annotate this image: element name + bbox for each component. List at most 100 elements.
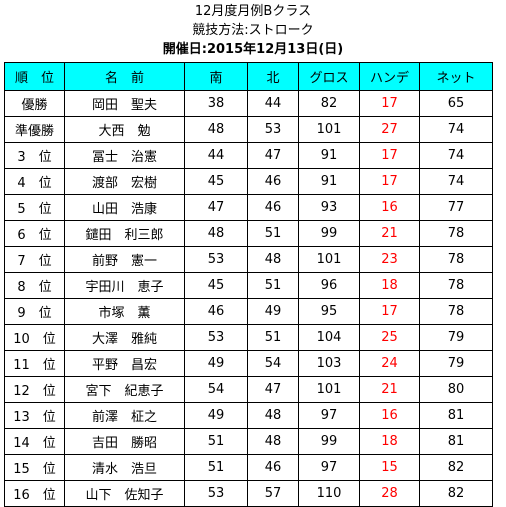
- south-score-cell: 49: [184, 402, 248, 429]
- name-cell: 前野 憲一: [64, 246, 185, 273]
- name-cell: 山下 佐知子: [64, 480, 185, 507]
- net-score-cell: 79: [419, 324, 493, 351]
- table-row: 6 位 鑓田 利三郎 48 51 99 21 78: [4, 220, 493, 247]
- net-score-cell: 78: [419, 246, 493, 273]
- rank-cell: 11 位: [4, 350, 65, 377]
- name-cell: 平野 昌宏: [64, 350, 185, 377]
- table-row: 14 位 吉田 勝昭 51 48 99 18 81: [4, 428, 493, 455]
- rank-cell: 準優勝: [4, 116, 65, 143]
- handicap-cell: 28: [359, 480, 420, 507]
- handicap-cell: 16: [359, 194, 420, 221]
- name-cell: 宇田川 恵子: [64, 272, 185, 299]
- south-score-cell: 46: [184, 298, 248, 325]
- event-date: 開催日:2015年12月13日(日): [162, 42, 344, 57]
- north-score-cell: 57: [247, 480, 299, 507]
- name-cell: 岡田 聖夫: [64, 90, 185, 117]
- net-score-cell: 74: [419, 168, 493, 195]
- south-score-cell: 53: [184, 324, 248, 351]
- handicap-cell: 21: [359, 376, 420, 403]
- handicap-cell: 17: [359, 142, 420, 169]
- gross-score-cell: 91: [298, 142, 360, 169]
- north-score-cell: 47: [247, 142, 299, 169]
- handicap-cell: 16: [359, 402, 420, 429]
- rank-cell: 9 位: [4, 298, 65, 325]
- north-score-cell: 44: [247, 90, 299, 117]
- net-score-cell: 79: [419, 350, 493, 377]
- table-row: 3 位 冨士 治憲 44 47 91 17 74: [4, 142, 493, 169]
- south-score-cell: 53: [184, 246, 248, 273]
- north-score-cell: 49: [247, 298, 299, 325]
- name-cell: 清水 浩旦: [64, 454, 185, 481]
- north-score-cell: 48: [247, 402, 299, 429]
- net-score-cell: 81: [419, 428, 493, 455]
- rank-cell: 15 位: [4, 454, 65, 481]
- north-score-cell: 48: [247, 428, 299, 455]
- north-score-cell: 46: [247, 168, 299, 195]
- column-header-north: 北: [247, 62, 299, 91]
- competition-title: 12月度月例Bクラス: [194, 4, 312, 19]
- gross-score-cell: 103: [298, 350, 360, 377]
- column-header-gross: グロス: [298, 62, 360, 91]
- handicap-cell: 18: [359, 272, 420, 299]
- name-cell: 渡部 宏樹: [64, 168, 185, 195]
- gross-score-cell: 104: [298, 324, 360, 351]
- handicap-cell: 17: [359, 90, 420, 117]
- handicap-cell: 15: [359, 454, 420, 481]
- gross-score-cell: 91: [298, 168, 360, 195]
- south-score-cell: 47: [184, 194, 248, 221]
- south-score-cell: 38: [184, 90, 248, 117]
- rank-cell: 6 位: [4, 220, 65, 247]
- handicap-cell: 21: [359, 220, 420, 247]
- south-score-cell: 48: [184, 220, 248, 247]
- rank-cell: 12 位: [4, 376, 65, 403]
- rank-cell: 4 位: [4, 168, 65, 195]
- column-header-net: ネット: [419, 62, 493, 91]
- rank-cell: 優勝: [4, 90, 65, 117]
- gross-score-cell: 101: [298, 116, 360, 143]
- table-row: 12 位 宮下 紀恵子 54 47 101 21 80: [4, 376, 493, 403]
- table-row: 9 位 市塚 薫 46 49 95 17 78: [4, 298, 493, 325]
- rank-cell: 5 位: [4, 194, 65, 221]
- competition-format: 競技方法:ストローク: [192, 23, 314, 38]
- handicap-cell: 24: [359, 350, 420, 377]
- table-row: 13 位 前澤 柾之 49 48 97 16 81: [4, 402, 493, 429]
- table-header: 順 位 名 前 南 北 グロス ハンデ ネット: [4, 62, 493, 91]
- south-score-cell: 45: [184, 272, 248, 299]
- table-row: 10 位 大澤 雅純 53 51 104 25 79: [4, 324, 493, 351]
- handicap-cell: 23: [359, 246, 420, 273]
- handicap-cell: 17: [359, 168, 420, 195]
- net-score-cell: 65: [419, 90, 493, 117]
- name-cell: 鑓田 利三郎: [64, 220, 185, 247]
- column-header-rank: 順 位: [4, 62, 65, 91]
- column-header-handicap: ハンデ: [359, 62, 420, 91]
- north-score-cell: 53: [247, 116, 299, 143]
- gross-score-cell: 99: [298, 220, 360, 247]
- name-cell: 冨士 治憲: [64, 142, 185, 169]
- south-score-cell: 49: [184, 350, 248, 377]
- south-score-cell: 54: [184, 376, 248, 403]
- net-score-cell: 80: [419, 376, 493, 403]
- rank-cell: 13 位: [4, 402, 65, 429]
- net-score-cell: 78: [419, 298, 493, 325]
- name-cell: 大西 勉: [64, 116, 185, 143]
- north-score-cell: 47: [247, 376, 299, 403]
- gross-score-cell: 99: [298, 428, 360, 455]
- net-score-cell: 74: [419, 116, 493, 143]
- table-row: 5 位 山田 浩康 47 46 93 16 77: [4, 194, 493, 221]
- south-score-cell: 44: [184, 142, 248, 169]
- net-score-cell: 82: [419, 480, 493, 507]
- title-block: 12月度月例Bクラス 競技方法:ストローク 開催日:2015年12月13日(日): [0, 2, 506, 59]
- table-row: 15 位 清水 浩旦 51 46 97 15 82: [4, 454, 493, 481]
- rank-cell: 7 位: [4, 246, 65, 273]
- gross-score-cell: 82: [298, 90, 360, 117]
- south-score-cell: 51: [184, 428, 248, 455]
- table-body: 優勝 岡田 聖夫 38 44 82 17 65 準優勝 大西 勉 48 53 1…: [4, 90, 493, 507]
- table-row: 7 位 前野 憲一 53 48 101 23 78: [4, 246, 493, 273]
- gross-score-cell: 96: [298, 272, 360, 299]
- north-score-cell: 51: [247, 272, 299, 299]
- south-score-cell: 53: [184, 480, 248, 507]
- handicap-cell: 27: [359, 116, 420, 143]
- gross-score-cell: 97: [298, 402, 360, 429]
- handicap-cell: 25: [359, 324, 420, 351]
- rank-cell: 3 位: [4, 142, 65, 169]
